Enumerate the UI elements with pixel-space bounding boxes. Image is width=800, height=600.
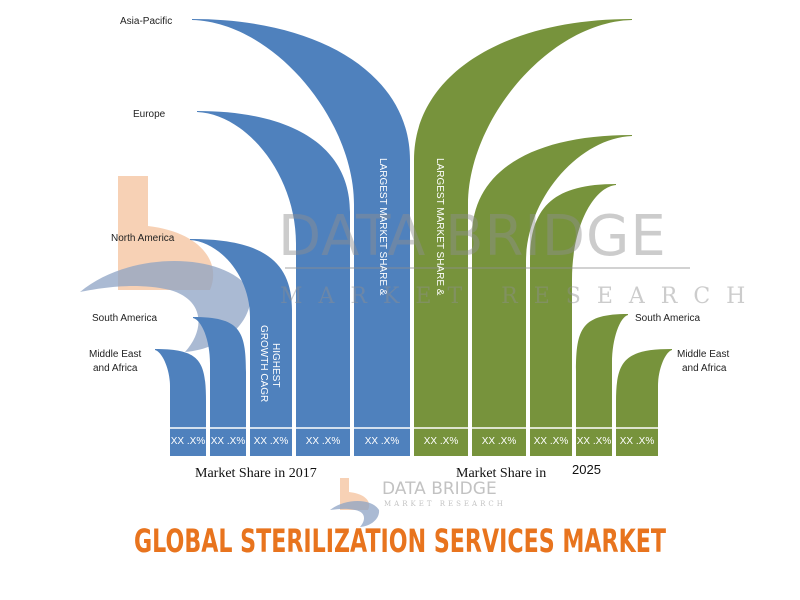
bar-europe <box>197 111 350 428</box>
bar-south-america <box>193 317 246 428</box>
value-cell <box>616 428 658 456</box>
bar-south-america <box>576 314 628 428</box>
value-cell <box>296 428 350 456</box>
logo-orange-shape <box>118 176 214 290</box>
label-north-america: North America <box>111 233 175 244</box>
label-south-america-right: South America <box>635 313 700 324</box>
caption-2025-text: Market Share in <box>456 466 546 481</box>
label-asia-pacific: Asia-Pacific <box>120 16 172 27</box>
label-mea-right-line1: Middle East <box>677 349 729 360</box>
bars-2017 <box>155 19 410 428</box>
value-label: XX .X% <box>577 436 612 447</box>
value-label: XX .X% <box>211 436 246 447</box>
caption-2025-year: 2025 <box>572 462 601 477</box>
annotation-growth-cagr: GROWTH CAGR <box>258 325 269 402</box>
value-cell <box>414 428 468 456</box>
value-cell <box>170 428 206 456</box>
value-label: XX .X% <box>424 436 459 447</box>
label-mea-left-line2: and Africa <box>93 363 138 374</box>
bar-north-america <box>530 184 616 428</box>
bar-middle-east-and-africa <box>155 349 206 428</box>
value-cell <box>576 428 612 456</box>
value-label: XX .X% <box>254 436 289 447</box>
value-label: XX .X% <box>306 436 341 447</box>
label-europe: Europe <box>133 109 166 120</box>
value-label: XX .X% <box>365 436 400 447</box>
watermark-subtitle: MARKET RESEARCH <box>280 284 761 309</box>
value-label: XX .X% <box>534 436 569 447</box>
watermark-brand: DATA BRIDGE <box>278 204 667 269</box>
value-cell <box>250 428 292 456</box>
annotation-largest-2025: LARGEST MARKET SHARE & <box>434 158 445 296</box>
chart-title: GLOBAL STERILIZATION SERVICES MARKET <box>134 522 666 560</box>
label-south-america-left: South America <box>92 313 157 324</box>
bar-asia-pacific <box>192 19 410 428</box>
value-label: XX .X% <box>482 436 517 447</box>
values-2017: XX .X% XX .X% XX .X% XX .X% XX .X% <box>170 427 410 456</box>
value-cell <box>472 428 526 456</box>
value-label: XX .X% <box>171 436 206 447</box>
annotation-highest: HIGHEST <box>270 343 281 387</box>
bar-middle-east-and-africa <box>616 349 672 428</box>
value-label: XX .X% <box>620 436 655 447</box>
watermark-logo-small <box>330 478 380 527</box>
value-cell <box>354 428 410 456</box>
value-cell <box>530 428 572 456</box>
caption-2017: Market Share in 2017 <box>195 466 317 481</box>
annotation-largest-2017: LARGEST MARKET SHARE & <box>377 158 388 296</box>
label-mea-right-line2: and Africa <box>682 363 727 374</box>
small-logo-gray-swoosh <box>330 501 380 527</box>
bar-north-america <box>190 239 292 428</box>
bar-asia-pacific <box>414 19 632 428</box>
bars-2025 <box>414 19 672 428</box>
watermark-brand-small: DATA BRIDGE <box>382 479 497 499</box>
values-2025: XX .X% XX .X% XX .X% XX .X% XX .X% <box>414 427 658 456</box>
value-cell <box>210 428 246 456</box>
watermark-subtitle-small: MARKET RESEARCH <box>384 500 506 508</box>
bar-europe <box>472 135 632 428</box>
label-mea-left-line1: Middle East <box>89 349 141 360</box>
